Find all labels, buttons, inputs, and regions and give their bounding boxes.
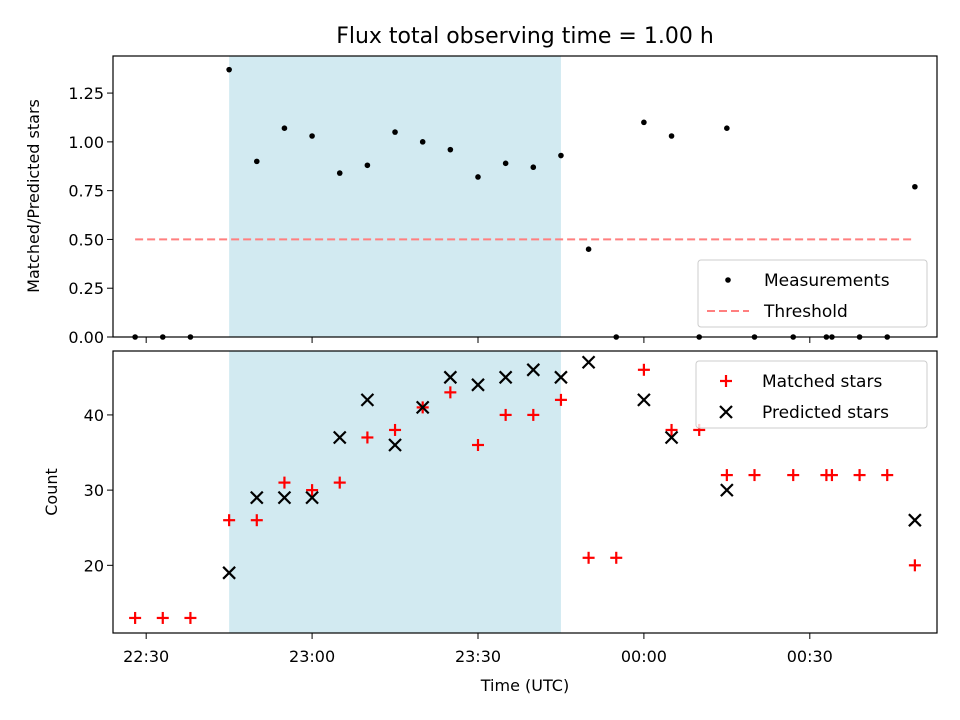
predicted-stars-point: [305, 490, 319, 505]
measurements-point: [364, 162, 371, 169]
matched-stars-point: [787, 469, 800, 482]
predicted-stars-point: [554, 370, 568, 385]
ratio-panel: 0.00 0.25 0.50 0.75 1.00 1.25 Matched/Predict…: [24, 55, 938, 347]
matched-stars-point: [156, 611, 169, 624]
matched-stars-point: [582, 551, 595, 564]
predicted-stars-point: [277, 490, 292, 505]
matched-stars-point: [129, 611, 142, 624]
matched-stars-point: [361, 431, 374, 444]
matched-stars-point: [881, 469, 894, 482]
x-tick-label: 00:00: [621, 647, 667, 666]
counts-legend: Matched stars Predicted stars: [695, 360, 928, 429]
measurements-point: [253, 158, 260, 165]
predicted-stars-point: [222, 566, 236, 580]
matched-stars-point: [444, 386, 457, 399]
matched-stars-point: [389, 423, 402, 436]
matched-stars-point: [184, 611, 197, 624]
measurements-point: [585, 246, 592, 252]
predicted-stars-point: [637, 393, 651, 407]
ratio-y-axis-label: Matched/Predicted stars: [24, 99, 43, 293]
measurements-point: [281, 125, 288, 132]
measurements-point: [558, 152, 564, 159]
counts-legend-label: Predicted stars: [762, 403, 889, 423]
matched-stars-point: [499, 408, 512, 421]
matched-stars-point: [720, 469, 733, 482]
measurements-point: [668, 133, 675, 139]
predicted-stars-point: [581, 355, 596, 370]
predicted-stars-point: [471, 378, 485, 392]
predicted-stars-point: [908, 513, 922, 527]
predicted-stars-point: [415, 400, 430, 415]
ratio-y-tick-label: 0.50: [68, 230, 104, 249]
measurements-point: [502, 160, 509, 167]
predicted-stars-point: [332, 430, 347, 445]
predicted-stars-point: [720, 483, 734, 497]
measurements-point: [419, 139, 426, 145]
measurements-point: [724, 125, 730, 132]
x-tick-label: 23:30: [455, 647, 501, 666]
matched-stars-point: [610, 551, 623, 564]
matched-stars-point: [471, 439, 484, 451]
counts-y-tick-label: 40: [84, 406, 104, 425]
ratio-legend-label: Threshold: [763, 302, 848, 322]
ratio-y-tick-label: 0.25: [68, 279, 104, 298]
matched-stars-point: [748, 469, 761, 482]
counts-legend-box: [695, 360, 928, 429]
measurements-point: [392, 129, 398, 135]
ratio-y-tick-label: 0.75: [68, 182, 104, 201]
predicted-stars-point: [664, 430, 679, 445]
matched-stars-point: [637, 363, 650, 376]
matched-stars-point: [223, 514, 236, 527]
counts-y-tick-label: 20: [84, 556, 104, 575]
ratio-y-tick-label: 1.25: [68, 84, 104, 103]
matched-stars-point: [665, 423, 678, 436]
ratio-y-tick-label: 1.00: [68, 133, 104, 152]
ratio-y-tick-label: 0.00: [68, 328, 104, 347]
x-tick-label: 00:30: [787, 647, 833, 666]
matched-stars-point: [527, 408, 540, 421]
predicted-stars-point: [498, 370, 513, 385]
ratio-plot-frame: [112, 55, 938, 338]
x-axis-label: Time (UTC): [480, 676, 569, 695]
counts-y-axis-label: Count: [42, 468, 61, 516]
counts-legend-swatch: [720, 375, 732, 387]
ratio-legend-label: Measurements: [764, 271, 890, 291]
measurements-point: [912, 183, 918, 190]
x-tick-label: 23:00: [289, 647, 335, 666]
matched-stars-point: [853, 469, 866, 482]
matched-stars-point: [554, 393, 567, 406]
measurements-point: [226, 66, 232, 73]
chart-title: Flux total observing time = 1.00 h: [336, 24, 714, 49]
counts-legend-swatch: [719, 405, 733, 419]
counts-legend-label: Matched stars: [762, 372, 882, 392]
matched-stars-point: [278, 476, 291, 489]
predicted-stars-point: [526, 363, 541, 377]
measurements-point: [336, 170, 343, 176]
matched-stars-point: [306, 484, 319, 497]
matched-stars-point: [250, 514, 263, 527]
matched-stars-point: [908, 559, 921, 572]
predicted-stars-point: [360, 393, 375, 407]
matched-stars-point: [333, 476, 346, 489]
counts-panel: 20 30 40 22:30 23:00 23:30 00:00 00:30 Count M…: [42, 350, 938, 666]
ratio-legend: Measurements Threshold: [697, 259, 928, 328]
measurements-point: [475, 174, 481, 180]
ratio-shaded-interval: [229, 56, 561, 337]
x-tick-label: 22:30: [123, 647, 169, 666]
counts-y-tick-label: 30: [84, 481, 104, 500]
counts-shaded-interval: [229, 351, 561, 633]
matched-stars-point: [825, 469, 838, 482]
predicted-stars-point: [388, 438, 402, 452]
measurements-point: [447, 146, 454, 153]
ratio-legend-box: [697, 259, 928, 328]
ratio-legend-swatch: [725, 277, 731, 283]
counts-plot-frame: [112, 350, 938, 634]
measurements-point: [309, 133, 315, 139]
predicted-stars-point: [443, 370, 458, 385]
predicted-stars-point: [250, 490, 264, 505]
measurements-point: [530, 164, 537, 171]
measurements-point: [641, 119, 647, 126]
